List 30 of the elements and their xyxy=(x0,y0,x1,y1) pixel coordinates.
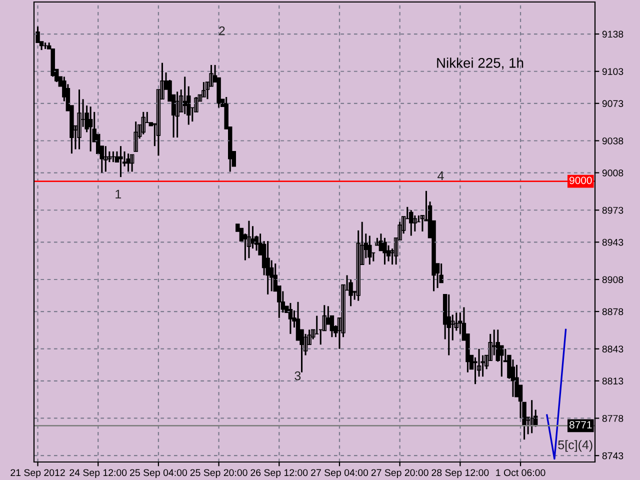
annotation: 5[c](4) xyxy=(558,440,592,452)
x-tick-label: 27 Sep 04:00 xyxy=(311,469,368,478)
ref-line-label: 9000 xyxy=(570,176,592,184)
x-tick-label: 27 Sep 20:00 xyxy=(371,469,428,478)
x-tick-label: 25 Sep 04:00 xyxy=(130,469,187,478)
annotation: 2 xyxy=(219,26,225,36)
y-tick-label: 9038 xyxy=(602,137,624,144)
y-tick-label: 9138 xyxy=(602,30,624,38)
y-tick-label: 8973 xyxy=(602,206,624,214)
ref-line-label: 8771 xyxy=(570,421,592,429)
y-tick-label: 9073 xyxy=(602,100,624,108)
x-tick-label: 21 Sep 2012 xyxy=(10,469,65,478)
y-tick-label: 8843 xyxy=(602,346,624,352)
y-tick-label: 8813 xyxy=(602,378,624,385)
x-tick-label: 24 Sep 12:00 xyxy=(70,469,127,478)
text: Nikkei 225, 1h xyxy=(437,58,524,70)
y-tick-label: 8908 xyxy=(602,276,624,284)
y-tick-label: 8943 xyxy=(602,238,624,246)
x-tick-label: 26 Sep 12:00 xyxy=(250,469,308,478)
annotation: 3 xyxy=(294,371,301,380)
y-tick-label: 8878 xyxy=(602,308,624,316)
x-tick-label: 25 Sep 20:00 xyxy=(190,469,248,478)
x-tick-label: 28 Sep 12:00 xyxy=(432,469,489,478)
y-tick-label: 8743 xyxy=(602,452,624,460)
y-tick-label: 9103 xyxy=(602,68,624,75)
annotation: 1 xyxy=(116,190,122,198)
y-tick-label: 8778 xyxy=(602,414,624,422)
y-tick-label: 9008 xyxy=(602,170,624,176)
x-tick-label: 1 Oct 06:00 xyxy=(496,469,546,476)
annotation: 4 xyxy=(438,171,444,180)
